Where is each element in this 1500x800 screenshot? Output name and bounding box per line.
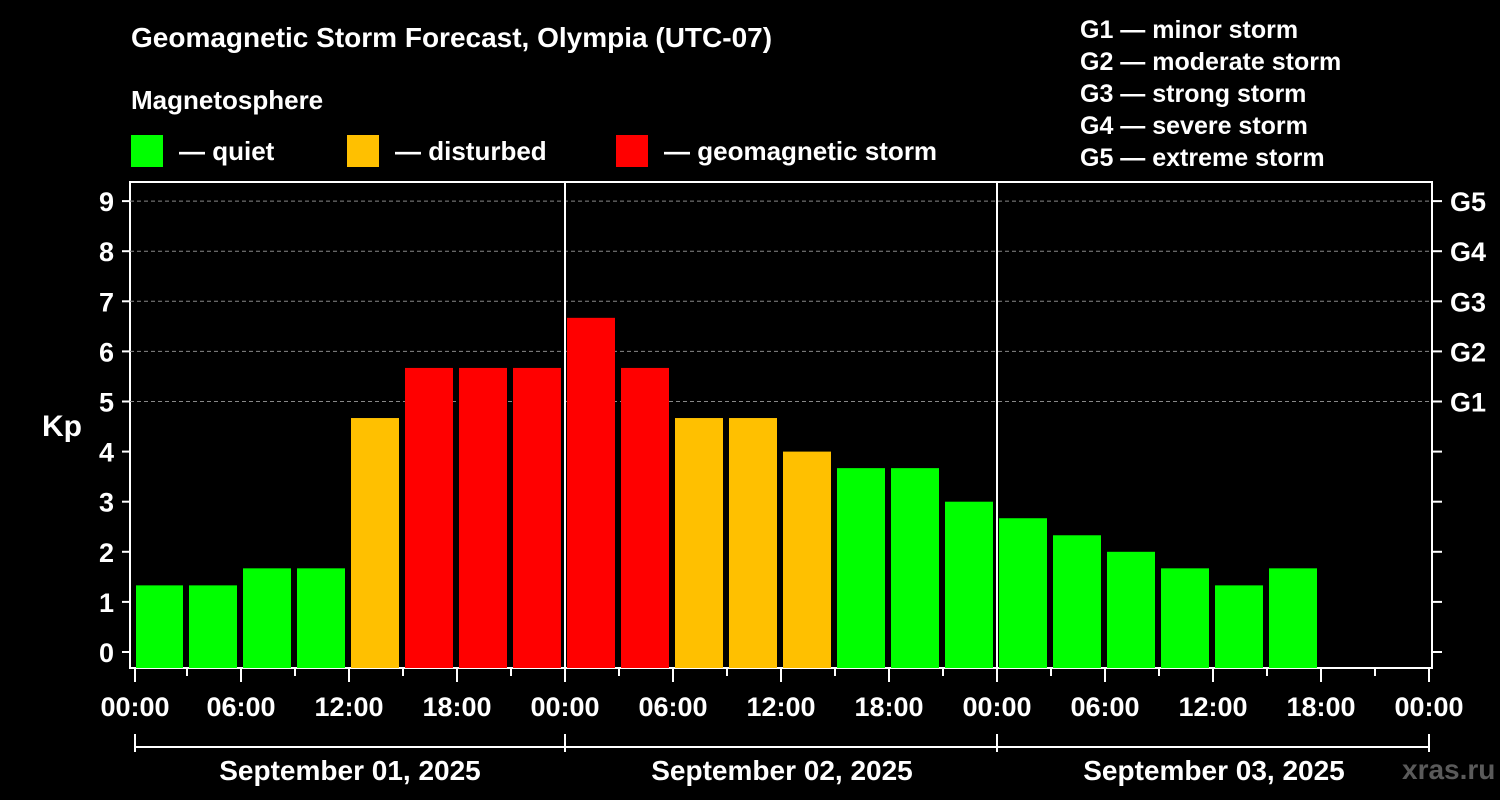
kp-bar-2 [189,585,237,668]
legend-label-quiet: — quiet [179,135,275,166]
y-axis-label: Kp [42,410,82,443]
kp-bar-13 [783,451,831,668]
storm-level-g4: G4 — severe storm [1080,112,1308,140]
kp-bar-8 [513,367,561,668]
y-tick-label-3: 3 [99,488,114,518]
kp-bar-1 [136,585,183,668]
legend-label-disturbed: — disturbed [395,135,547,166]
legend-item-storm: — geomagnetic storm [616,134,937,168]
kp-bar-20 [1161,568,1209,668]
legend-swatch-quiet [131,135,163,167]
y-tick-label-5: 5 [99,388,114,418]
legend-item-quiet: — quiet [131,134,274,168]
storm-scale-label-g4: G4 [1450,237,1486,267]
x-tick-label-2: 12:00 [314,692,383,722]
date-label-2: September 02, 2025 [651,755,913,786]
legend-swatch-storm [616,135,648,167]
x-tick-label-10: 12:00 [1178,692,1247,722]
kp-bar-19 [1107,551,1155,668]
kp-bar-9 [567,317,615,668]
kp-bar-6 [405,367,453,668]
kp-bar-4 [297,568,345,668]
chart-title: Geomagnetic Storm Forecast, Olympia (UTC… [131,22,773,53]
date-label-1: September 01, 2025 [219,755,481,786]
x-tick-label-12: 00:00 [1394,692,1463,722]
y-tick-label-4: 4 [99,438,114,468]
kp-bar-17 [999,518,1047,668]
x-tick-label-8: 00:00 [962,692,1031,722]
kp-bar-5 [351,418,399,668]
kp-bar-15 [891,468,939,668]
watermark: xras.ru [1402,754,1496,785]
y-tick-label-0: 0 [99,638,114,668]
kp-bar-18 [1053,535,1101,668]
storm-scale-label-g2: G2 [1450,337,1486,367]
kp-bar-22 [1269,568,1317,668]
legend-item-disturbed: — disturbed [347,134,547,168]
storm-level-legend: G1 — minor storm G2 — moderate storm G3 … [1080,14,1341,174]
x-tick-label-5: 06:00 [638,692,707,722]
legend-label-storm: — geomagnetic storm [664,135,938,166]
kp-bar-14 [837,468,885,668]
date-label-3: September 03, 2025 [1083,755,1345,786]
x-tick-label-7: 18:00 [854,692,923,722]
x-tick-label-6: 12:00 [746,692,815,722]
x-tick-label-3: 18:00 [422,692,491,722]
storm-level-g2: G2 — moderate storm [1080,48,1342,76]
y-tick-label-7: 7 [99,287,114,317]
storm-level-g1: G1 — minor storm [1080,16,1299,44]
kp-bar-11 [675,418,723,668]
kp-bar-16 [945,501,993,668]
y-tick-label-2: 2 [99,538,114,568]
x-tick-label-0: 00:00 [100,692,169,722]
x-tick-label-1: 06:00 [206,692,275,722]
y-tick-label-1: 1 [99,588,114,618]
y-tick-label-6: 6 [99,337,114,367]
legend-swatch-disturbed [347,135,379,167]
kp-bar-3 [243,568,291,668]
storm-level-g3: G3 — strong storm [1080,80,1307,108]
kp-bar-21 [1215,585,1263,668]
x-tick-label-4: 00:00 [530,692,599,722]
y-tick-label-8: 8 [99,237,114,267]
x-tick-label-9: 06:00 [1070,692,1139,722]
kp-bar-12 [729,418,777,668]
x-tick-label-11: 18:00 [1286,692,1355,722]
storm-scale-label-g3: G3 [1450,287,1486,317]
kp-bar-10 [621,367,669,668]
storm-scale-label-g1: G1 [1450,388,1486,418]
storm-scale-label-g5: G5 [1450,187,1486,217]
y-tick-label-9: 9 [99,187,114,217]
storm-level-g5: G5 — extreme storm [1080,144,1325,172]
kp-bar-7 [459,367,507,668]
magnetosphere-heading: Magnetosphere [131,85,324,115]
